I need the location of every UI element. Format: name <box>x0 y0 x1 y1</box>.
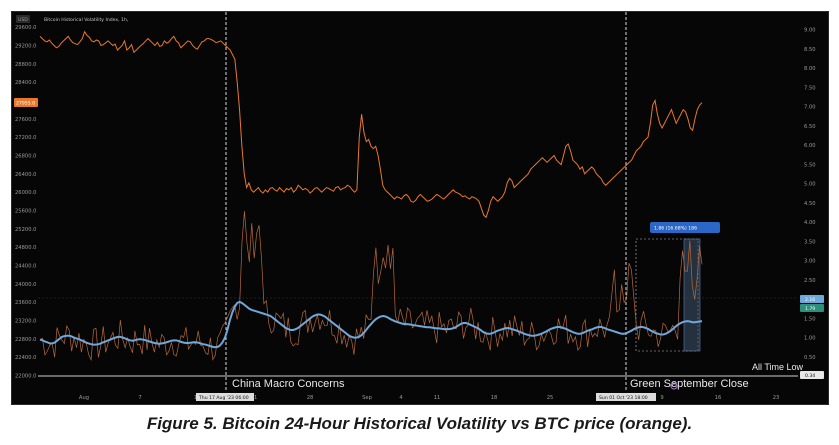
crosshair-label-2: Sun 01 Oct '23 18:00 <box>599 395 648 401</box>
right-axis-tick-label: 3.00 <box>804 259 816 265</box>
symbol-badge-box <box>16 15 30 23</box>
x-axis-tick-label: 9 <box>660 395 663 401</box>
x-axis-tick-label: 23 <box>773 395 780 401</box>
left-axis-tick-label: 23600.0 <box>15 300 36 306</box>
measure-badge-text: 1.86 (16.68%) 186 <box>654 226 697 232</box>
x-axis-tick-label: 7 <box>138 395 141 401</box>
legend-text: Bitcoin Historical Volatility Index, 1h, <box>44 17 129 23</box>
annotation-all-time-low: All Time Low <box>752 362 804 372</box>
hv-raw-series-line <box>39 211 703 362</box>
x-axis-tick-label: 16 <box>715 395 722 401</box>
figure-caption: Figure 5. Bitcoin 24-Hour Historical Vol… <box>146 414 693 433</box>
right-axis-tick-label: 4.50 <box>804 201 816 207</box>
right-axis-tick-label: 4.00 <box>804 220 816 226</box>
vol-badge-2-text: 1.79 <box>805 306 815 312</box>
right-axis-tick-label: 0.50 <box>804 355 816 361</box>
x-axis-tick-label: 4 <box>399 395 403 401</box>
left-axis-tick-label: 24800.0 <box>15 245 36 251</box>
left-axis-tick-label: 24400.0 <box>15 263 36 269</box>
annotation-green-september: Green September Close <box>630 378 749 390</box>
right-axis-tick-label: 9.00 <box>804 28 816 34</box>
vol-badge-1-box <box>800 295 824 303</box>
left-price-axis: 29600.029200.028800.028400.028000.027600… <box>15 25 36 379</box>
left-axis-tick-label: 29200.0 <box>15 44 36 50</box>
volatility-series-line <box>39 300 703 349</box>
crosshair-label-1-box <box>196 393 254 401</box>
x-axis-tick-label: Aug <box>79 395 89 401</box>
right-axis-tick-label: 8.50 <box>804 47 816 53</box>
left-axis-tick-label: 27600.0 <box>15 117 36 123</box>
x-axis-tick-label: 28 <box>307 395 314 401</box>
left-axis-tick-label: 22000.0 <box>15 373 36 379</box>
left-axis-tick-label: 25600.0 <box>15 209 36 215</box>
crosshair-label-1: Thu 17 Aug '23 06:00 <box>198 395 249 401</box>
left-axis-tick-label: 22400.0 <box>15 355 36 361</box>
price-badge-box <box>14 98 38 107</box>
right-axis-tick-label: 5.00 <box>804 182 816 188</box>
plot-background <box>12 12 828 404</box>
cursor-icon <box>670 382 678 390</box>
right-axis-tick-label: 2.50 <box>804 278 816 284</box>
left-axis-tick-label: 23200.0 <box>15 318 36 324</box>
right-axis-tick-label: 1.50 <box>804 316 816 322</box>
right-volatility-axis: 9.00 8.50 8.00 7.50 7.00 6.50 6.00 5.50 5.00 4.50… <box>804 28 816 381</box>
right-axis-tick-label: 7.50 <box>804 85 816 91</box>
right-axis-tick-label: 5.50 <box>804 162 816 168</box>
chart-svg: 1.86 (16.68%) 186 29600.0 29200.0 28800.0 2… <box>12 12 828 404</box>
right-axis-tick-label: 6.50 <box>804 124 816 130</box>
left-axis-tick-label: 26800.0 <box>15 154 36 160</box>
left-axis-tick-label: 26400.0 <box>15 172 36 178</box>
right-axis-tick-label: 3.50 <box>804 239 816 245</box>
left-axis-tick-label: 24000.0 <box>15 282 36 288</box>
annotation-china: China Macro Concerns <box>232 378 345 390</box>
measure-bar <box>683 238 701 352</box>
left-axis-tick-label: 26000.0 <box>15 190 36 196</box>
vol-badge-3-text: 0.34 <box>805 373 815 379</box>
left-axis-tick-label: 28400.0 <box>15 80 36 86</box>
right-axis-tick-label: 8.00 <box>804 66 816 72</box>
crosshair-label-2-box <box>596 393 656 401</box>
vol-badge-1-text: 2.16 <box>805 297 815 303</box>
left-axis-tick-label: 27200.0 <box>15 135 36 141</box>
x-axis-tick-label: 11 <box>434 395 441 401</box>
measure-badge <box>650 222 720 233</box>
vol-badge-2-box <box>800 304 824 312</box>
chart-frame: 1.86 (16.68%) 186 29600.0 29200.0 28800.0 2… <box>11 11 829 405</box>
left-axis-tick-label: 28800.0 <box>15 62 36 68</box>
right-axis-tick-label: 6.00 <box>804 143 816 149</box>
symbol-badge-text: USD <box>18 17 28 23</box>
vol-badge-3-box <box>800 371 824 379</box>
left-axis-tick-label: 29600.0 <box>15 25 36 31</box>
x-axis-tick-label: 18 <box>491 395 498 401</box>
btc-price-series-line <box>39 30 703 219</box>
x-axis-tick-label: 25 <box>547 395 554 401</box>
right-axis-tick-label: 7.00 <box>804 105 816 111</box>
price-badge-text: 27955.8 <box>16 101 35 107</box>
x-axis-tick-label: Sep <box>362 395 372 401</box>
left-axis-tick-label: 25200.0 <box>15 227 36 233</box>
left-axis-tick-label: 22800.0 <box>15 337 36 343</box>
right-axis-tick-label: 1.00 <box>804 336 816 342</box>
